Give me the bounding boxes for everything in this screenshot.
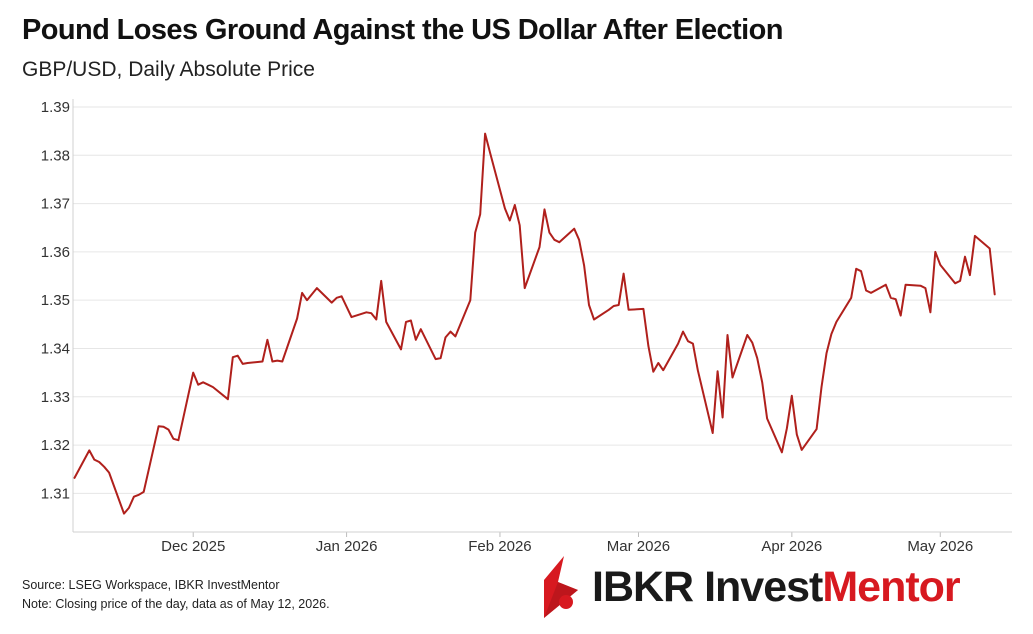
logo-invest: Invest [704, 562, 823, 611]
x-tick-label: Apr 2026 [761, 538, 822, 555]
x-tick-label: May 2026 [907, 538, 973, 555]
y-tick-label: 1.33 [41, 389, 70, 406]
y-axis: 1.31 1.32 1.33 1.34 1.35 1.36 1.37 1.38 1.39 [41, 99, 70, 502]
y-tick-label: 1.32 [41, 437, 70, 454]
logo-mentor: Mentor [822, 562, 960, 611]
y-tick-label: 1.36 [41, 244, 70, 261]
logo-wordmark: IBKR InvestMentor [592, 562, 961, 611]
y-tick-label: 1.38 [41, 147, 70, 164]
ibkr-flame-icon [544, 556, 578, 618]
data-note: Note: Closing price of the day, data as … [22, 597, 330, 611]
y-tick-label: 1.37 [41, 196, 70, 213]
x-tick-label: Feb 2026 [468, 538, 531, 555]
source-note: Source: LSEG Workspace, IBKR InvestMento… [22, 578, 280, 592]
y-tick-label: 1.35 [41, 292, 70, 309]
series-line [73, 132, 996, 515]
logo-ibkr: IBKR [592, 562, 694, 611]
x-tick-label: Dec 2025 [161, 538, 225, 555]
chart-title: Pound Loses Ground Against the US Dollar… [22, 14, 783, 46]
x-tick-label: Mar 2026 [607, 538, 670, 555]
series-group [73, 132, 996, 515]
y-tick-label: 1.39 [41, 99, 70, 116]
ibkr-investmentor-logo: IBKR InvestMentor [540, 555, 1020, 619]
y-tick-label: 1.34 [41, 340, 70, 357]
gridlines [73, 106, 1012, 494]
x-axis: Dec 2025 Jan 2026 Feb 2026 Mar 2026 Apr 2026… [161, 532, 973, 555]
y-tick-label: 1.31 [41, 485, 70, 502]
chart-subtitle: GBP/USD, Daily Absolute Price [22, 58, 315, 81]
x-tick-label: Jan 2026 [316, 538, 378, 555]
